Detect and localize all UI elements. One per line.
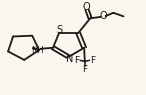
Text: O: O	[100, 11, 108, 21]
Text: O: O	[83, 2, 90, 12]
Text: F: F	[74, 56, 79, 65]
Text: F: F	[90, 56, 95, 65]
Text: N: N	[66, 55, 73, 65]
Text: S: S	[56, 25, 62, 35]
Text: NH: NH	[32, 46, 44, 55]
Text: F: F	[82, 65, 87, 74]
